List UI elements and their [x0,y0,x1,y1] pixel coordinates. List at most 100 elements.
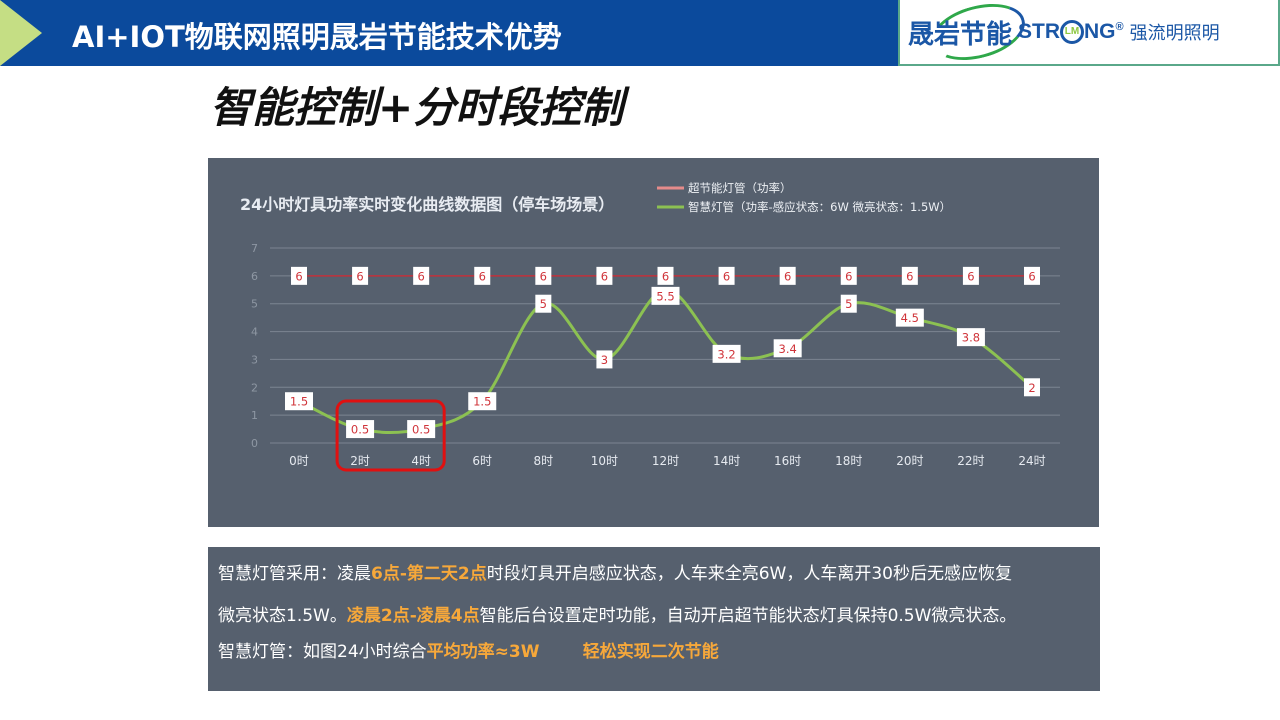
data-label-box [651,286,680,305]
y-tick-label: 7 [251,242,258,255]
logo-brand3: 强流明照明 [1129,23,1220,44]
x-tick-label: 24时 [1018,454,1045,468]
data-label-box [596,266,613,285]
data-label: 3.4 [779,342,797,356]
x-tick-label: 2时 [350,454,370,468]
x-tick-label: 8时 [534,454,554,468]
data-label-box [596,350,613,369]
data-label-box [657,266,674,285]
highlight-text: 6点-第二天2点 [371,564,487,584]
data-label: 6 [1028,269,1035,283]
data-label-box [285,392,313,411]
description-text [539,642,582,662]
company-logo: 晟岩节能 STR LM NG® 强流明照明 [898,0,1280,70]
data-label-box [895,308,924,327]
data-label-box [779,266,796,285]
description-text: 时段灯具开启感应状态，人车来全亮6W，人车离开30秒后无感应恢复 [486,564,1012,584]
data-label: 0.5 [412,423,430,437]
data-label: 6 [418,269,425,283]
header-bar: AI+IOT物联网照明晟岩节能技术优势 [0,0,898,66]
logo-brand-cn: 晟岩节能 [908,19,1013,50]
data-label: 3 [601,353,608,367]
data-label: 6 [479,269,486,283]
description-text: 智慧灯管：如图24小时综合 [218,642,427,662]
x-tick-label: 20时 [896,454,923,468]
highlight-text: 平均功率≈3W [426,642,540,662]
y-tick-label: 2 [251,381,258,394]
x-tick-label: 6时 [472,454,492,468]
data-label: 6 [967,269,974,283]
data-label-box [413,266,430,285]
description-line-2: 微亮状态1.5W。凌晨2点-凌晨4点智能后台设置定时功能，自动开启超节能状态灯具… [218,605,1100,627]
description-text: 微亮状态1.5W。 [218,606,347,626]
data-label: 6 [540,269,547,283]
data-label: 4.5 [901,311,919,325]
data-label-box [535,266,552,285]
data-label-box [352,266,369,285]
x-tick-label: 16时 [774,454,801,468]
data-label-box [1024,378,1040,397]
data-label: 6 [601,269,608,283]
data-label: 6 [295,269,302,283]
data-label-box [712,344,741,363]
data-label: 3.8 [962,331,980,345]
legend-label: 智慧灯管（功率-感应状态：6W 微亮状态：1.5W） [688,200,951,214]
description-text: 智能后台设置定时功能，自动开启超节能状态灯具保持0.5W微亮状态。 [479,606,1017,626]
data-label: 6 [784,269,791,283]
description-line-3: 智慧灯管：如图24小时综合平均功率≈3W 轻松实现二次节能 [218,641,1100,663]
highlight-box-annotation [335,399,446,472]
highlight-text: 凌晨2点-凌晨4点 [346,606,480,626]
data-label: 1.5 [473,395,491,409]
y-tick-label: 6 [251,270,258,283]
description-text: 智慧灯管采用：凌晨 [218,564,371,584]
data-label-box [773,339,802,358]
data-label-box [474,266,491,285]
chart-panel: 24小时灯具功率实时变化曲线数据图（停车场场景） 超节能灯管（功率） 智慧灯管（功… [208,158,1099,527]
arrow-decoration-icon [0,0,42,66]
y-tick-label: 0 [251,437,258,450]
data-label-box [407,420,436,439]
data-label: 5.5 [656,289,674,303]
data-label: 6 [662,269,669,283]
power-line-chart: 24小时灯具功率实时变化曲线数据图（停车场场景） 超节能灯管（功率） 智慧灯管（功… [240,181,1060,472]
data-label: 5 [540,297,547,311]
x-tick-label: 10时 [591,454,618,468]
y-tick-label: 4 [251,326,258,339]
x-tick-label: 0时 [289,454,309,468]
header-title: AI+IOT物联网照明晟岩节能技术优势 [72,20,562,54]
data-label-box [1024,266,1040,285]
legend: 超节能灯管（功率） 智慧灯管（功率-感应状态：6W 微亮状态：1.5W） [657,181,951,214]
data-label: 5 [845,297,852,311]
data-label: 6 [845,269,852,283]
data-label: 1.5 [290,395,308,409]
data-label: 3.2 [717,347,735,361]
data-label: 2 [1028,381,1035,395]
slide-subtitle: 智能控制+分时段控制 [210,83,624,132]
data-label-box [291,266,307,285]
data-label-box [840,294,857,313]
y-tick-label: 1 [251,409,258,422]
description-line-1: 智慧灯管采用：凌晨6点-第二天2点时段灯具开启感应状态，人车来全亮6W，人车离开… [218,563,1100,585]
data-label-box [956,328,985,347]
data-label-box [962,266,979,285]
data-label-box [901,266,918,285]
x-tick-label: 12时 [652,454,679,468]
data-label-box [535,294,552,313]
logo-strong: STR LM NG® [1018,19,1124,45]
x-tick-label: 4时 [411,454,431,468]
x-tick-label: 18时 [835,454,862,468]
data-label: 6 [906,269,913,283]
legend-label: 超节能灯管（功率） [688,181,792,195]
x-tick-label: 22时 [957,454,984,468]
data-label: 6 [356,269,363,283]
data-label-box [346,420,375,439]
data-label: 6 [723,269,730,283]
x-tick-label: 14时 [713,454,740,468]
data-label-box [718,266,735,285]
highlight-text: 轻松实现二次节能 [582,642,719,662]
data-label: 0.5 [351,423,369,437]
data-label-box [840,266,857,285]
description-panel: 智慧灯管采用：凌晨6点-第二天2点时段灯具开启感应状态，人车来全亮6W，人车离开… [208,547,1100,691]
y-tick-label: 3 [251,353,258,366]
y-tick-label: 5 [251,298,258,311]
